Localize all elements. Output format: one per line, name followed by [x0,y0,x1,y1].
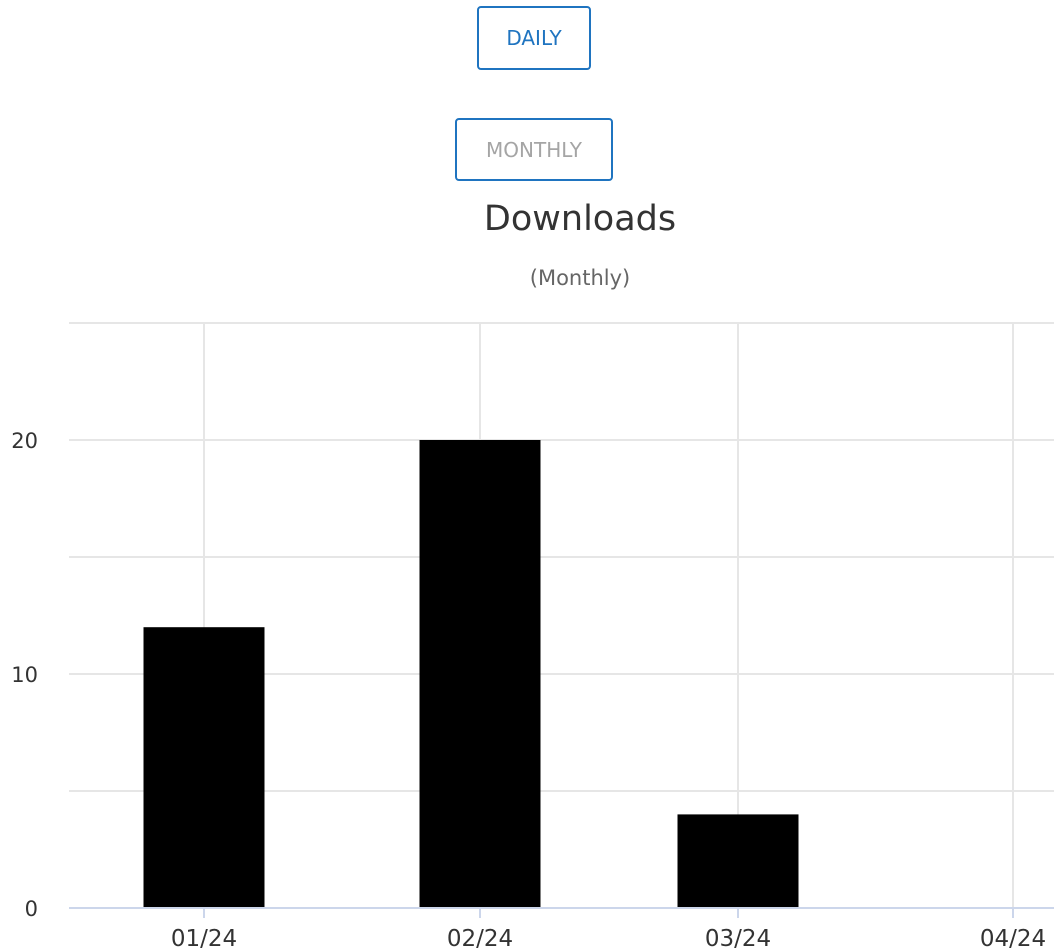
tick-labels: 0 10 20 01/24 02/24 03/24 04/24 [11,429,1046,952]
y-tick-label: 0 [25,897,38,921]
x-tick-label: 04/24 [980,926,1046,952]
bar-02-24 [419,440,541,908]
x-tick-label: 01/24 [171,926,237,952]
x-tick-label: 02/24 [447,926,513,952]
y-tick-label: 20 [11,429,38,453]
y-tick-label: 10 [11,663,38,687]
chart-subtitle: (Monthly) [530,266,630,290]
bars [143,440,799,908]
axes [69,907,1054,918]
x-tick-label: 03/24 [705,926,771,952]
chart-title: Downloads [484,199,676,239]
bar-01-24 [143,627,265,908]
daily-toggle-button[interactable]: DAILY [477,6,591,70]
monthly-toggle-button[interactable]: MONTHLY [455,118,613,181]
bar-03-24 [677,814,799,908]
